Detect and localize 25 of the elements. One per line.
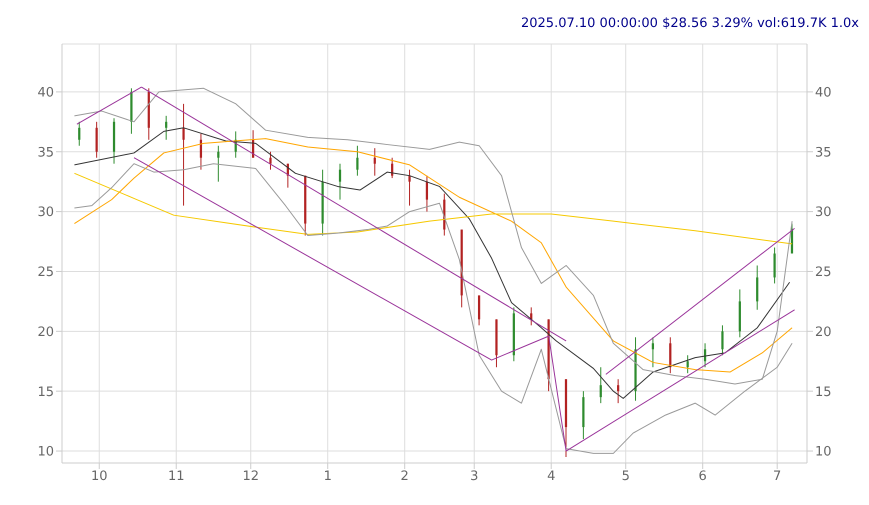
y2-tick-label: 30 <box>815 205 832 220</box>
y2-tick-label: 20 <box>815 324 832 340</box>
y2-tick-label: 15 <box>815 384 832 400</box>
y-tick-label: 35 <box>37 145 54 160</box>
x-tick-label: 5 <box>622 469 630 484</box>
x-tick-label: 4 <box>547 469 556 484</box>
x-tick-label: 7 <box>773 469 782 484</box>
chart-title: 2025.07.10 00:00:00 $28.56 3.29% vol:619.7K 1.0x <box>520 16 859 31</box>
x-tick-label: 10 <box>90 469 108 484</box>
y-tick-label: 25 <box>37 265 54 280</box>
y-tick-label: 10 <box>37 444 54 460</box>
y2-tick-label: 25 <box>815 265 832 280</box>
x-tick-label: 12 <box>242 469 260 484</box>
y2-tick-label: 10 <box>815 444 832 460</box>
y-tick-label: 40 <box>37 86 54 100</box>
y2-tick-label: 40 <box>815 86 832 100</box>
y2-tick-label: 35 <box>815 145 832 160</box>
x-tick-label: 11 <box>168 469 185 484</box>
x-tick-label: 2 <box>400 469 409 484</box>
y-tick-label: 20 <box>37 324 54 340</box>
x-tick-label: 3 <box>470 469 478 484</box>
y-tick-label: 30 <box>37 205 54 220</box>
x-tick-label: 1 <box>324 469 332 484</box>
x-tick-label: 6 <box>698 469 707 484</box>
y-tick-label: 15 <box>37 384 54 400</box>
